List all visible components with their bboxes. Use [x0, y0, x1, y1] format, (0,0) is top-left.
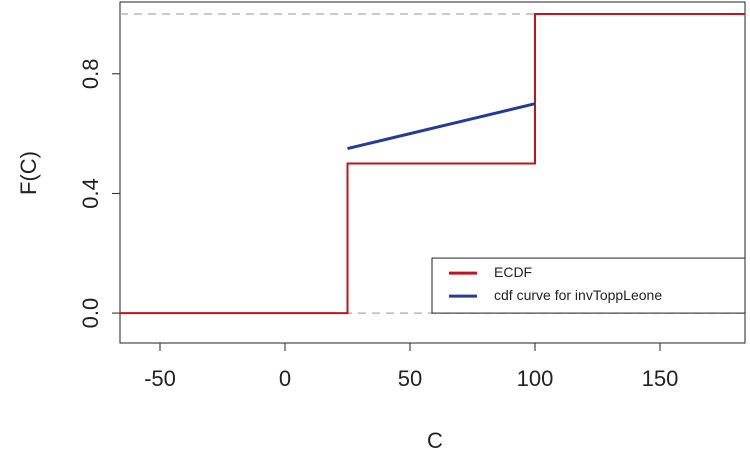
x-tick-label: 50 [398, 366, 422, 391]
x-tick-label: 0 [279, 366, 291, 391]
plot-frame [119, 1, 746, 344]
series-line [347, 102, 536, 151]
legend-label: cdf curve for invToppLeone [494, 287, 662, 303]
y-axis-label: F(C) [16, 151, 41, 195]
x-tick-label: -50 [144, 366, 176, 391]
legend-label: ECDF [494, 264, 532, 280]
y-tick-label: 0.0 [78, 298, 103, 329]
y-tick-label: 0.4 [78, 178, 103, 209]
x-tick-label: 100 [517, 366, 554, 391]
legend-box [431, 257, 746, 314]
y-tick-label: 0.8 [78, 58, 103, 89]
x-tick-label: 150 [642, 366, 679, 391]
series-line [120, 12, 745, 315]
x-axis-label: C [427, 428, 443, 453]
